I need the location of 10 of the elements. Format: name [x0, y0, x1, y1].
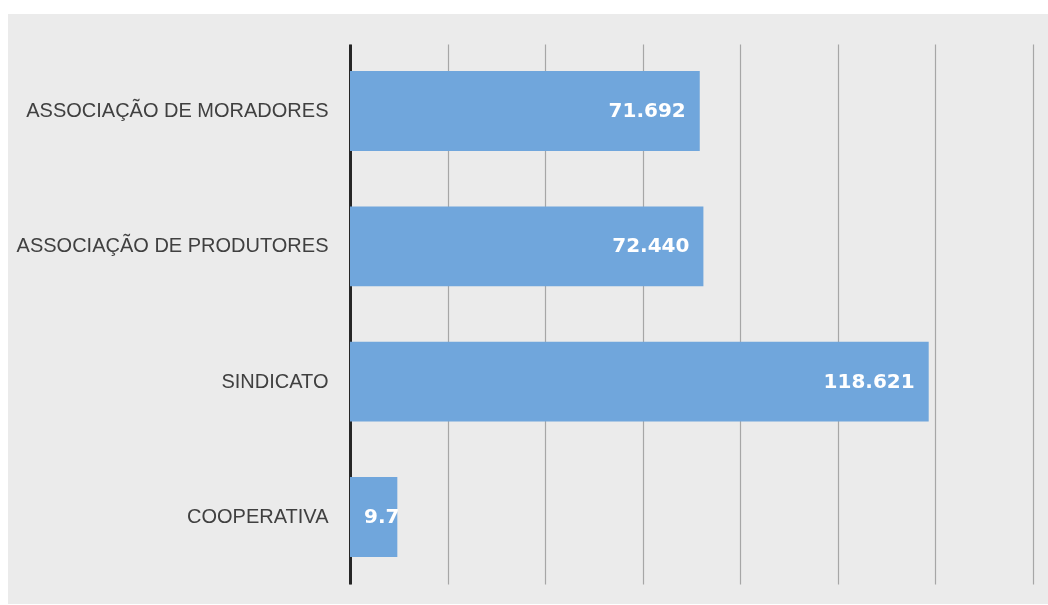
data-label: 71.692 — [608, 97, 686, 122]
bar — [350, 341, 929, 422]
data-label: 118.621 — [823, 368, 915, 393]
y-tick-label: COOPERATIVA — [186, 505, 330, 528]
bar — [350, 71, 700, 151]
y-tick-label: ASSOCIAÇÃO DE MORADORES — [26, 97, 329, 121]
data-label: 72.440 — [612, 233, 690, 258]
y-tick-label: SINDICATO — [221, 369, 329, 392]
bar — [350, 206, 704, 287]
y-tick-label: ASSOCIAÇÃO DE PRODUTORES — [16, 233, 329, 257]
